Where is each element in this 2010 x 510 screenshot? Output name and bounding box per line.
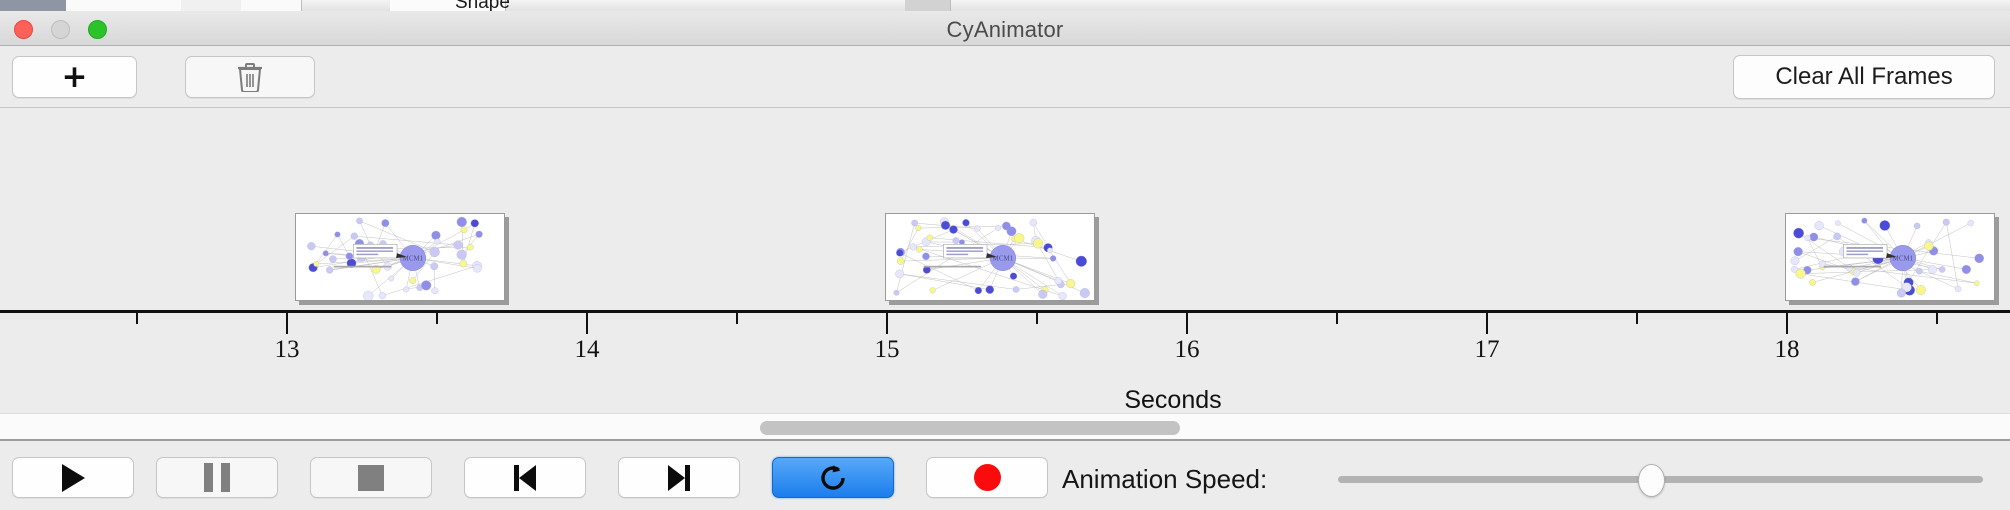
stop-button[interactable]: [310, 457, 432, 498]
axis-tick-minor: [436, 313, 438, 324]
bg-chip: [181, 0, 242, 11]
bg-chip: [241, 0, 302, 11]
axis-tick-minor: [1936, 313, 1938, 324]
frame-thumbnail-2[interactable]: MCM1: [885, 213, 1095, 301]
title-bar: CyAnimator: [0, 11, 2010, 46]
background-window-label: Shape: [455, 0, 510, 12]
hub-node-label: MCM1: [993, 256, 1014, 263]
axis-tick-label: 16: [1174, 336, 1200, 363]
axis-tick-major: [886, 313, 888, 334]
hub-node-label: MCM1: [1893, 256, 1914, 263]
bg-chip: [390, 0, 506, 11]
maximize-button[interactable]: [88, 20, 107, 39]
skip-start-icon: [514, 464, 536, 491]
timeline-scrollbar[interactable]: [0, 413, 2010, 441]
bg-chip: [66, 0, 182, 11]
stop-icon: [358, 464, 384, 491]
skip-end-button[interactable]: [618, 457, 740, 498]
trash-icon: [238, 63, 262, 92]
axis-tick-minor: [136, 313, 138, 324]
axis-tick-label: 17: [1474, 336, 1500, 363]
close-button[interactable]: [14, 20, 33, 39]
network-diagram: MCM1: [886, 214, 1094, 300]
clear-all-frames-button[interactable]: Clear All Frames: [1733, 55, 1995, 99]
axis-tick-major: [1186, 313, 1188, 334]
add-frame-button[interactable]: +: [12, 56, 137, 98]
timeline-axis: [0, 310, 2010, 313]
network-diagram: MCM1: [296, 214, 504, 300]
axis-tick-minor: [736, 313, 738, 324]
clear-all-frames-label: Clear All Frames: [1775, 63, 1953, 90]
record-button[interactable]: [926, 457, 1048, 498]
axis-tick-major: [1786, 313, 1788, 334]
axis-tick-major: [586, 313, 588, 334]
bg-chip: [0, 0, 67, 11]
skip-start-button[interactable]: [464, 457, 586, 498]
scrollbar-thumb[interactable]: [759, 421, 1180, 435]
bg-chip: [905, 0, 951, 11]
frame-thumbnail-1[interactable]: MCM1: [295, 213, 505, 301]
play-icon: [61, 463, 85, 492]
pause-icon: [204, 463, 230, 492]
axis-tick-minor: [1636, 313, 1638, 324]
hub-node-label: MCM1: [403, 256, 424, 263]
pause-button[interactable]: [156, 457, 278, 498]
axis-tick-label: 15: [874, 336, 900, 363]
axis-tick-major: [286, 313, 288, 334]
loop-button[interactable]: [772, 457, 894, 498]
delete-frame-button[interactable]: [185, 56, 315, 98]
loop-icon: [821, 464, 845, 490]
window-title: CyAnimator: [946, 17, 1064, 42]
axis-tick-label: 18: [1774, 336, 1800, 363]
play-button[interactable]: [12, 457, 134, 498]
network-diagram: MCM1: [1786, 214, 1994, 300]
axis-tick-label: 13: [274, 336, 300, 363]
playback-toolbar: Animation Speed:: [0, 443, 2010, 510]
frames-toolbar: + Clear All Frames: [0, 46, 2010, 108]
axis-title: Seconds: [0, 386, 2010, 413]
frame-thumbnail-3[interactable]: MCM1: [1785, 213, 1995, 301]
skip-end-icon: [668, 464, 690, 491]
plus-icon: +: [61, 58, 88, 95]
axis-tick-major: [1486, 313, 1488, 334]
animation-speed-slider-thumb[interactable]: [1638, 464, 1665, 497]
record-icon: [973, 464, 1001, 491]
animation-speed-label: Animation Speed:: [1062, 464, 1268, 494]
axis-tick-minor: [1336, 313, 1338, 324]
minimize-button[interactable]: [51, 20, 70, 39]
axis-tick-label: 14: [574, 336, 600, 363]
axis-title-label: Seconds: [1124, 386, 1222, 413]
axis-tick-minor: [1036, 313, 1038, 324]
